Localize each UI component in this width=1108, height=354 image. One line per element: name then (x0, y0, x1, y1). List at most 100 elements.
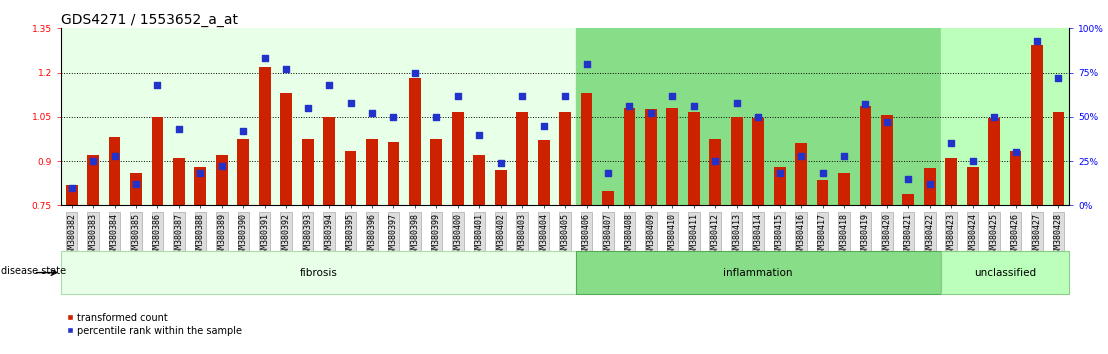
Point (320, 82, 338, 88)
Bar (1053, 113, 1065, 205)
Bar (941, 28, 1069, 205)
Bar (731, 117, 742, 205)
Text: inflammation: inflammation (724, 268, 793, 278)
Point (985, 114, 1003, 120)
FancyBboxPatch shape (941, 251, 1069, 294)
FancyBboxPatch shape (576, 251, 941, 294)
FancyBboxPatch shape (61, 251, 576, 294)
Bar (259, 67, 270, 205)
Point (728, 100, 746, 105)
Text: GDS4271 / 1553652_a_at: GDS4271 / 1553652_a_at (61, 13, 238, 27)
Bar (65, 185, 78, 205)
Bar (61, 28, 576, 205)
Text: fibrosis: fibrosis (299, 268, 337, 278)
Bar (560, 113, 571, 205)
Point (105, 153, 123, 159)
Point (599, 171, 617, 176)
Point (127, 181, 145, 187)
Point (148, 82, 166, 88)
Bar (324, 117, 335, 205)
Bar (216, 155, 228, 205)
Bar (752, 118, 765, 205)
Bar (495, 170, 506, 205)
Legend: transformed count, percentile rank within the sample: transformed count, percentile rank withi… (65, 313, 243, 336)
Point (1028, 38, 1046, 44)
Point (84, 158, 102, 164)
Point (664, 93, 681, 98)
Bar (902, 194, 914, 205)
Bar (431, 139, 442, 205)
Point (577, 61, 595, 67)
Bar (237, 139, 249, 205)
Point (642, 110, 659, 116)
Bar (130, 173, 142, 205)
Bar (773, 167, 786, 205)
Bar (152, 117, 163, 205)
Bar (860, 107, 871, 205)
Point (428, 114, 445, 120)
Point (492, 160, 510, 166)
Point (878, 119, 895, 125)
Bar (581, 93, 593, 205)
Point (535, 123, 553, 129)
Point (363, 110, 381, 116)
Point (707, 158, 725, 164)
Bar (409, 79, 421, 205)
Point (771, 171, 789, 176)
Bar (109, 137, 121, 205)
Bar (195, 167, 206, 205)
Point (256, 56, 274, 61)
Bar (967, 167, 978, 205)
Bar (516, 113, 529, 205)
Point (835, 153, 853, 159)
Point (471, 132, 489, 137)
Text: disease state: disease state (1, 266, 66, 276)
Point (213, 164, 230, 169)
Bar (645, 109, 657, 205)
Bar (452, 113, 464, 205)
Bar (817, 180, 829, 205)
Point (856, 102, 874, 107)
Bar (602, 190, 614, 205)
Bar (473, 155, 485, 205)
Point (63, 185, 81, 190)
Text: unclassified: unclassified (974, 268, 1036, 278)
Bar (345, 151, 357, 205)
Point (513, 93, 531, 98)
Bar (1032, 45, 1043, 205)
Point (792, 153, 810, 159)
Point (299, 105, 317, 111)
Point (1007, 149, 1025, 155)
Point (813, 171, 831, 176)
Point (556, 93, 574, 98)
Bar (576, 28, 941, 205)
Bar (881, 115, 893, 205)
Bar (624, 108, 635, 205)
Point (192, 171, 209, 176)
Bar (666, 108, 678, 205)
Point (341, 100, 359, 105)
Point (449, 93, 466, 98)
Bar (537, 141, 550, 205)
Point (277, 66, 295, 72)
Bar (1009, 151, 1022, 205)
Point (406, 70, 423, 75)
Point (749, 114, 767, 120)
Point (384, 114, 402, 120)
Bar (173, 158, 185, 205)
Bar (280, 93, 293, 205)
Bar (88, 155, 99, 205)
Point (964, 158, 982, 164)
Point (1049, 75, 1067, 81)
Point (900, 176, 917, 182)
Point (921, 181, 938, 187)
Bar (388, 142, 399, 205)
Point (685, 103, 702, 109)
Bar (688, 113, 699, 205)
Bar (945, 158, 957, 205)
Bar (796, 143, 807, 205)
Bar (709, 139, 721, 205)
Point (235, 128, 253, 134)
Bar (924, 169, 935, 205)
Point (620, 103, 638, 109)
